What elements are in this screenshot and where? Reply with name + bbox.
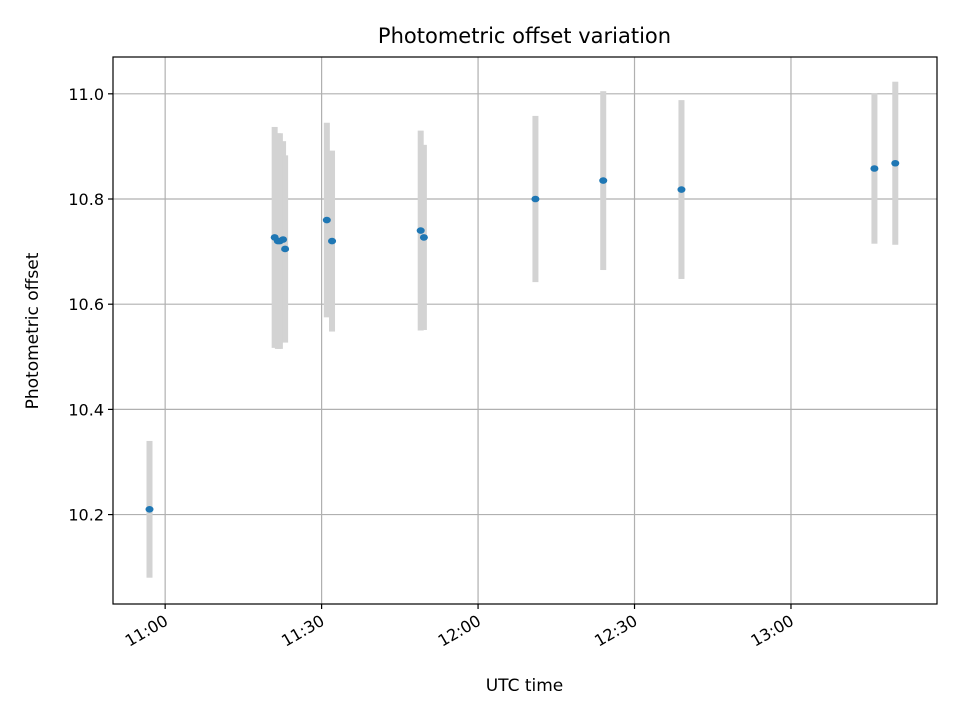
x-tick-label: 13:00 — [748, 611, 797, 651]
chart-title: Photometric offset variation — [378, 24, 671, 48]
data-point — [891, 159, 900, 167]
x-tick-label: 11:00 — [122, 611, 171, 651]
data-point — [145, 506, 154, 513]
y-tick-label: 10.6 — [68, 295, 104, 314]
x-axis-title: UTC time — [486, 676, 564, 696]
plot-frame — [112, 56, 938, 605]
x-tick-label: 12:00 — [435, 611, 484, 651]
data-point — [279, 236, 288, 243]
data-point — [599, 177, 608, 184]
data-point — [677, 186, 686, 193]
y-tick-label: 11.0 — [68, 85, 104, 104]
tick-layer: 11:00 11:30 12:00 12:30 13:00 10.2 10.4 10.6 10.… — [68, 85, 797, 651]
data-point — [416, 227, 425, 234]
y-tick-label: 10.8 — [68, 190, 104, 209]
data-point — [322, 216, 331, 224]
y-tick-label: 10.2 — [68, 506, 104, 525]
x-tick-label: 11:30 — [278, 611, 327, 651]
y-axis-title: Photometric offset — [23, 252, 43, 409]
data-point — [281, 245, 290, 253]
errorbar-layer — [146, 81, 899, 578]
x-tick-label: 12:30 — [591, 611, 640, 651]
data-point — [870, 165, 879, 172]
y-tick-label: 10.4 — [68, 400, 104, 419]
data-point — [328, 237, 337, 245]
data-point — [419, 234, 428, 241]
point-layer — [145, 159, 900, 513]
data-point — [531, 195, 540, 203]
grid-layer — [113, 57, 937, 604]
